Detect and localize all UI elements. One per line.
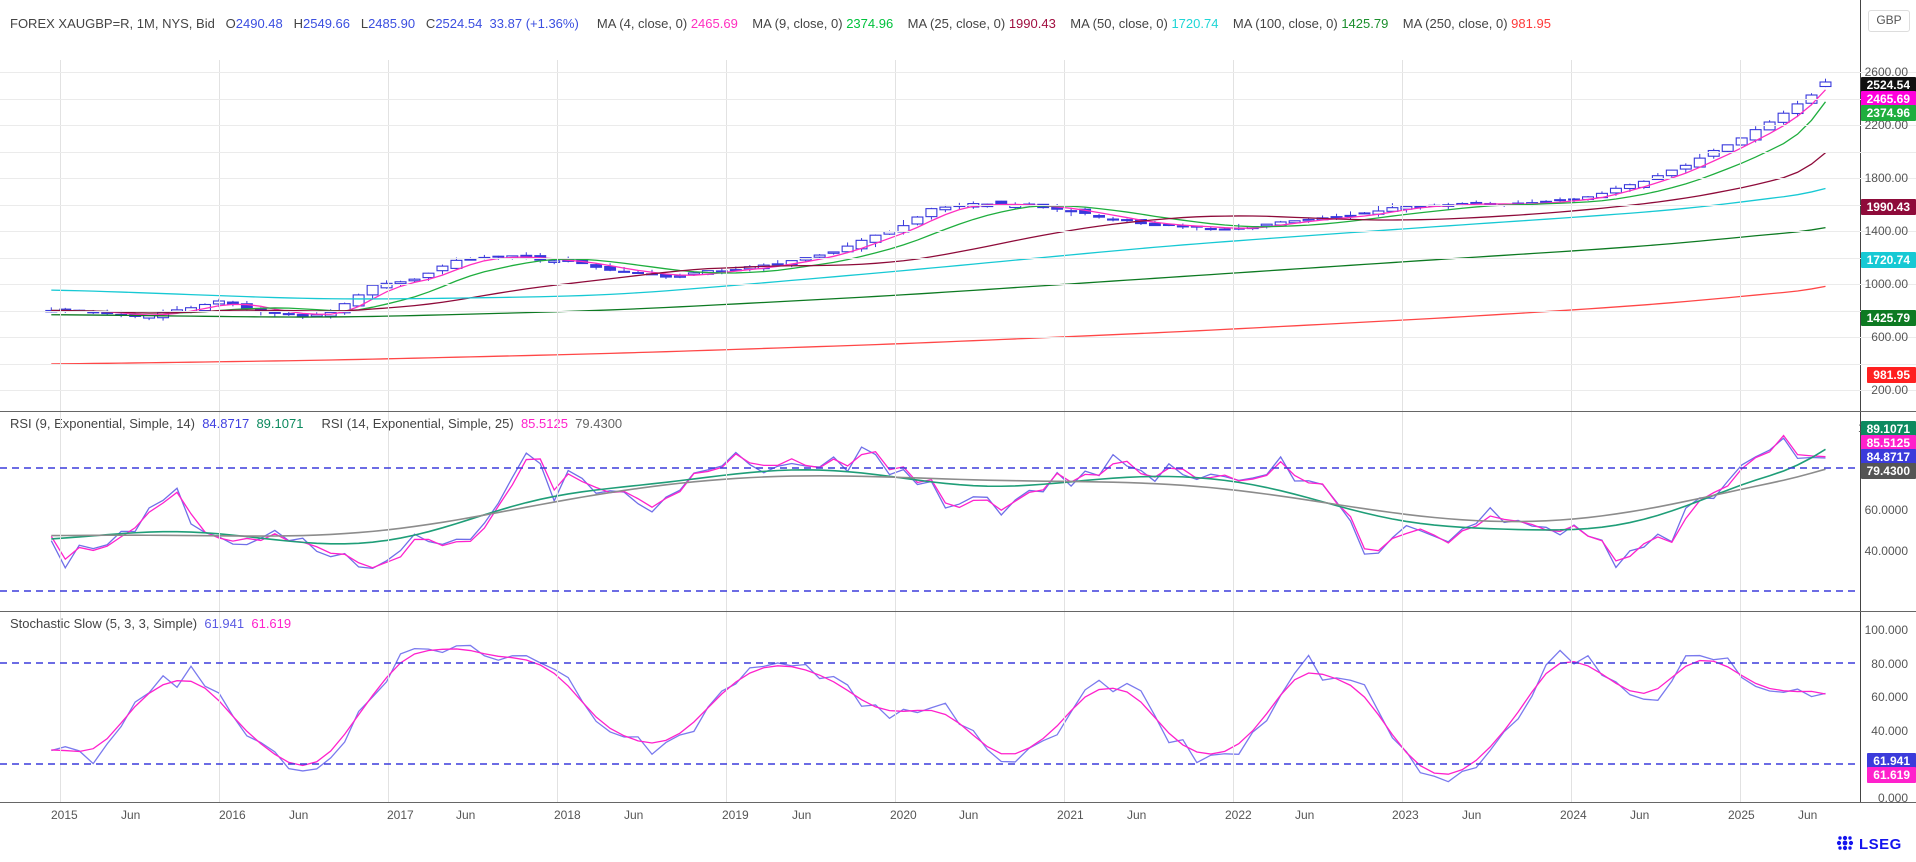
svg-text:LSEG: LSEG	[1859, 836, 1902, 853]
